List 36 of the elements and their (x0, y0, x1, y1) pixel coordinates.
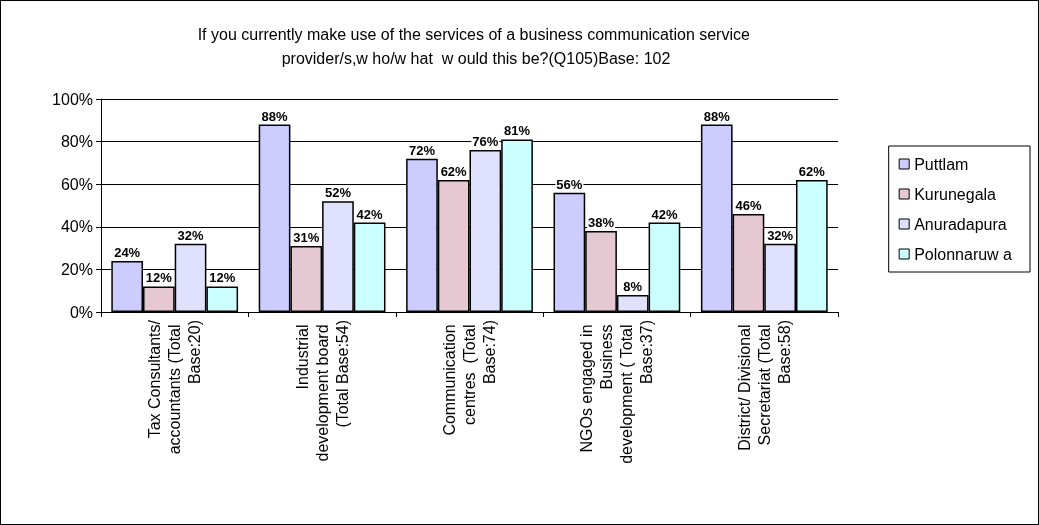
data-label: 81% (504, 123, 531, 139)
y-tick-label: 80% (60, 133, 93, 151)
data-label: 62% (798, 163, 826, 179)
data-label: 8% (623, 278, 643, 294)
data-label: 42% (651, 206, 678, 222)
data-label: 88% (703, 108, 731, 124)
data-label: 52% (324, 185, 352, 201)
data-label: 42% (356, 206, 384, 222)
data-label: 12% (145, 270, 173, 286)
data-label: 31% (293, 229, 320, 245)
data-label: 46% (735, 198, 762, 214)
x-tick-label: NGOs engaged in Business development ( Total Base:37) (578, 320, 656, 464)
x-tick-label: Industrial development board (Total Base:54) (293, 320, 351, 462)
y-tick-label: 100% (52, 90, 93, 108)
legend-label: Puttlam (914, 155, 969, 173)
x-tick-label: District/ Divisional Secretariat (Total Base:58) (735, 320, 793, 451)
x-tick-label: Tax Consultants/accountants (Total Base:20) (146, 319, 204, 455)
data-label: 76% (472, 134, 499, 150)
y-tick-label: 40% (60, 218, 93, 236)
chart-title: If you currently make use of the services of a business communication service provider/s,w ho/w hat w ould this be?(Q105)Base: 102 (197, 25, 755, 67)
data-label: 32% (177, 227, 204, 243)
y-tick-label: 20% (60, 260, 93, 278)
data-label: 88% (261, 108, 289, 124)
legend-label: Polonnaruw a (914, 245, 1013, 263)
data-label: 62% (440, 163, 468, 179)
legend-label: Anuradapura (914, 215, 1007, 233)
legend-label: Kurunegala (914, 185, 997, 203)
data-label: 24% (114, 244, 141, 260)
data-label: 72% (408, 142, 436, 158)
x-tick-label: Communication centres (Total Base:74) (441, 320, 498, 436)
y-tick-label: 60% (60, 175, 93, 193)
y-tick-label: 0% (69, 303, 93, 321)
data-label: 32% (767, 227, 794, 243)
data-label: 56% (556, 176, 583, 192)
data-label: 12% (209, 270, 236, 286)
data-label: 38% (588, 215, 615, 231)
